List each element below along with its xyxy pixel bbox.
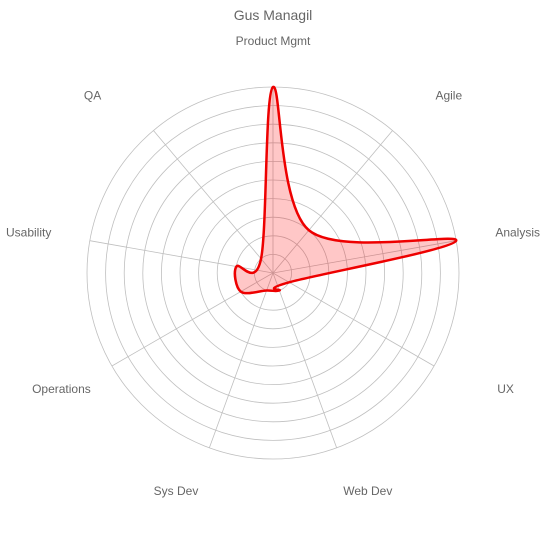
axis-label-1: Agile — [435, 88, 462, 102]
axis-spoke-8 — [153, 130, 274, 274]
axis-label-3: UX — [497, 382, 514, 396]
radar-series-layer — [233, 85, 458, 295]
axis-spoke-5 — [209, 272, 274, 448]
axis-spoke-6 — [111, 272, 274, 367]
axis-spoke-1 — [272, 130, 393, 274]
axis-spoke-2 — [272, 240, 457, 274]
axis-labels: Product Mgmt Agile Analysis UX Web Dev Sys De… — [6, 34, 540, 498]
axis-label-2: Analysis — [495, 226, 540, 240]
axis-label-8: QA — [84, 88, 101, 102]
axis-spoke-7 — [89, 240, 274, 274]
axis-spoke-3 — [272, 272, 435, 367]
axis-label-4: Web Dev — [343, 484, 392, 498]
axis-label-0: Product Mgmt — [236, 34, 311, 48]
axis-spoke-4 — [272, 272, 337, 448]
axis-label-6: Operations — [32, 382, 91, 396]
axis-label-5: Sys Dev — [154, 484, 199, 498]
series-0-area — [233, 85, 458, 295]
chart-title: Gus Managil — [234, 7, 313, 23]
axis-label-7: Usability — [6, 226, 51, 240]
